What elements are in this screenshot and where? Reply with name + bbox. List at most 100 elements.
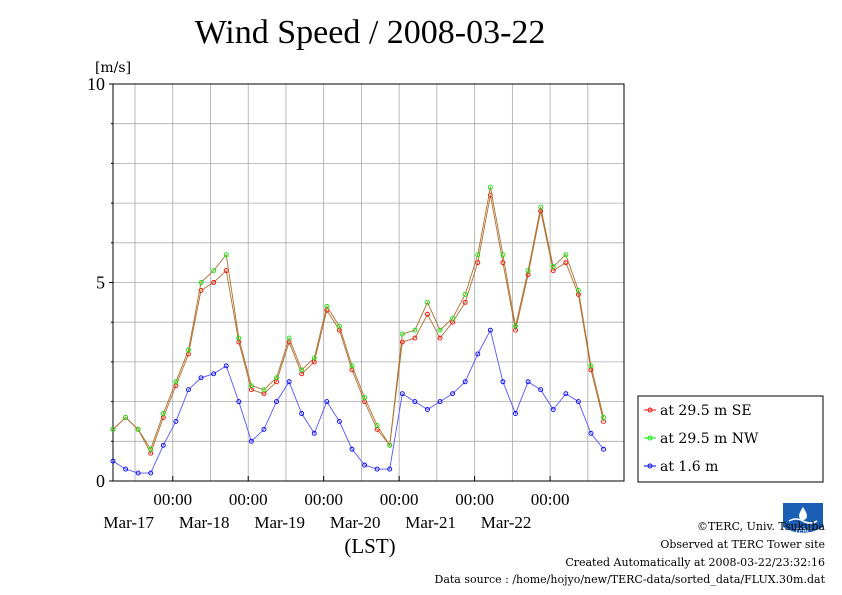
- data-point-s3: [487, 327, 493, 333]
- series-line-3: [112, 328, 604, 474]
- data-point-s2: [299, 367, 305, 373]
- data-point-s2: [349, 363, 355, 369]
- data-point-s3: [211, 371, 217, 377]
- data-point-s2: [173, 379, 179, 385]
- series-layer: [110, 184, 607, 476]
- data-point-s1: [198, 287, 204, 293]
- x-tick-time: 00:00: [153, 490, 192, 509]
- data-point-s2: [362, 395, 368, 401]
- data-point-s2: [110, 426, 116, 432]
- data-point-s2: [261, 387, 267, 393]
- data-point-s3: [274, 399, 279, 405]
- data-point-s2: [399, 331, 405, 337]
- data-point-s2: [286, 335, 292, 341]
- x-tick-date: Mar-19: [254, 513, 305, 532]
- data-point-s3: [601, 446, 607, 452]
- data-point-s3: [387, 466, 393, 472]
- data-point-s3: [123, 466, 129, 472]
- data-point-s3: [135, 470, 141, 476]
- data-point-s3: [550, 407, 556, 412]
- x-tick-date: Mar-17: [103, 513, 154, 532]
- data-point-s2: [588, 363, 594, 369]
- data-point-s2: [336, 323, 342, 329]
- data-point-s3: [248, 438, 254, 444]
- data-point-s2: [211, 268, 217, 274]
- data-point-s2: [475, 252, 481, 258]
- data-point-s3: [500, 379, 506, 385]
- legend-box: [637, 395, 824, 483]
- grid: [113, 84, 624, 481]
- data-point-s3: [374, 466, 380, 472]
- y-tick-label: 5: [96, 273, 105, 293]
- data-point-s2: [236, 335, 242, 341]
- data-point-s2: [450, 315, 456, 321]
- x-tick-date: Mar-22: [481, 513, 532, 532]
- x-tick-time: 00:00: [304, 490, 343, 509]
- data-point-s2: [437, 327, 443, 333]
- legend-label: at 29.5 m NW: [660, 431, 759, 447]
- y-axis-label: [m/s]: [95, 60, 131, 76]
- data-point-s2: [135, 426, 141, 432]
- x-tick-time: 00:00: [531, 490, 570, 509]
- legend: at 29.5 m SE at 29.5 m NW at 1.6 m: [637, 395, 824, 483]
- data-point-s2: [425, 299, 430, 305]
- x-tick-time: 00:00: [455, 490, 494, 509]
- data-point-s2: [311, 355, 317, 361]
- data-point-s1: [462, 299, 468, 305]
- data-point-s3: [160, 442, 166, 448]
- data-point-s2: [148, 446, 154, 452]
- data-point-s1: [500, 260, 506, 266]
- data-point-s2: [324, 303, 330, 309]
- data-point-s2: [563, 252, 569, 258]
- observed-text: Observed at TERC Tower site: [660, 538, 825, 551]
- data-point-s1: [563, 260, 569, 266]
- x-tick-date: Mar-20: [330, 513, 381, 532]
- x-tick-time: 00:00: [229, 490, 268, 509]
- data-point-s3: [462, 379, 468, 385]
- data-point-s3: [286, 379, 292, 385]
- chart-title: Wind Speed / 2008-03-22: [194, 14, 546, 51]
- legend-label: at 29.5 m SE: [660, 403, 752, 419]
- data-point-s2: [274, 375, 279, 381]
- data-point-s2: [525, 268, 531, 274]
- data-point-s3: [412, 399, 418, 405]
- source-text: Data source : /home/hojyo/new/TERC-data/…: [434, 573, 826, 586]
- svg-text:TERC: TERC: [794, 527, 812, 535]
- data-point-s3: [425, 407, 430, 412]
- y-tick-label: 10: [87, 74, 105, 94]
- data-point-s3: [349, 446, 355, 452]
- data-point-s2: [538, 204, 544, 210]
- data-point-s3: [311, 430, 317, 436]
- data-point-s3: [450, 391, 456, 397]
- data-point-s3: [336, 419, 342, 424]
- x-tick-date: Mar-21: [405, 513, 456, 532]
- terc-logo: TERC: [783, 503, 823, 537]
- data-point-s3: [475, 351, 481, 357]
- data-point-s3: [362, 462, 368, 468]
- data-point-s3: [399, 391, 405, 397]
- x-tick-date: Mar-18: [179, 513, 230, 532]
- x-axis-label: (LST): [344, 534, 395, 558]
- x-tick-time: 00:00: [380, 490, 419, 509]
- data-point-s2: [500, 252, 506, 258]
- data-point-s2: [601, 415, 607, 420]
- y-tick-label: 0: [96, 471, 105, 491]
- data-point-s3: [223, 363, 229, 369]
- data-point-s1: [399, 339, 405, 345]
- data-point-s2: [550, 264, 556, 270]
- data-point-s3: [513, 411, 518, 416]
- legend-label: at 1.6 m: [660, 459, 718, 475]
- data-point-s3: [186, 387, 191, 393]
- data-point-s1: [475, 260, 481, 266]
- data-point-s1: [211, 280, 217, 285]
- data-point-s2: [186, 347, 191, 353]
- legend-marker: [647, 435, 653, 441]
- axes-labels: 0 5 10[m/s] 00:00 Mar-17 00:00 Mar-18 00:00 Mar-…: [87, 60, 569, 558]
- data-point-s3: [261, 426, 267, 432]
- legend-marker: [647, 463, 653, 469]
- data-point-s3: [563, 391, 569, 397]
- data-point-s1: [425, 311, 430, 317]
- created-text: Created Automatically at 2008-03-22/23:3…: [565, 556, 825, 569]
- data-point-s3: [525, 379, 531, 385]
- data-point-s3: [173, 419, 179, 424]
